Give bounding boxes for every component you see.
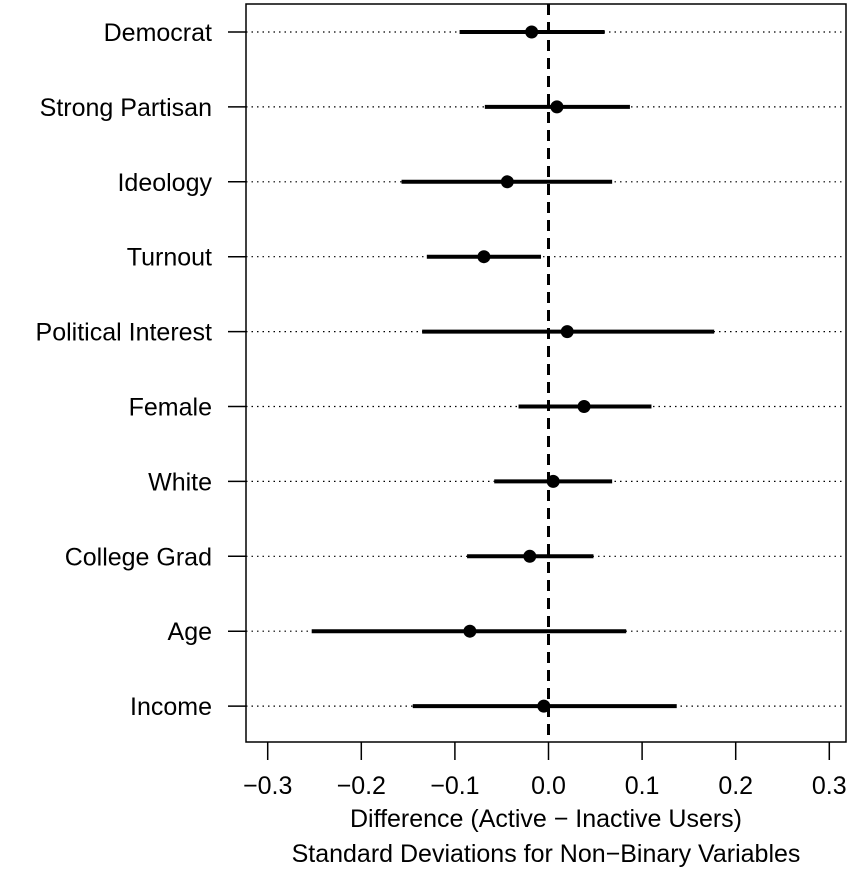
point-estimate — [537, 699, 551, 713]
x-tick-label: 0.1 — [625, 772, 660, 800]
category-label: Political Interest — [36, 319, 213, 347]
x-axis-sublabel: Standard Deviations for Non−Binary Varia… — [292, 840, 801, 868]
point-estimate — [560, 325, 574, 339]
category-label: Age — [168, 618, 212, 646]
plot-frame — [245, 3, 847, 743]
x-tick-label: −0.2 — [337, 772, 386, 800]
x-tick-label: −0.1 — [430, 772, 479, 800]
category-label: Democrat — [104, 19, 212, 47]
x-tick-label: −0.3 — [243, 772, 292, 800]
point-estimate — [550, 100, 564, 114]
y-axis: Democrat Strong Partisan Ideology Turnout Po… — [36, 19, 246, 721]
grid-lines — [246, 31, 846, 707]
point-estimates — [463, 25, 591, 713]
category-label: White — [148, 468, 212, 496]
category-label: Strong Partisan — [40, 94, 212, 122]
category-label: College Grad — [65, 543, 212, 571]
point-estimate — [523, 549, 537, 563]
x-tick-label: 0.2 — [718, 772, 753, 800]
point-estimate — [477, 250, 491, 264]
x-axis-label: Difference (Active − Inactive Users) — [350, 805, 742, 833]
point-estimate — [525, 25, 539, 39]
category-label: Turnout — [127, 244, 212, 272]
point-estimate — [546, 474, 560, 488]
x-axis: −0.3 −0.2 −0.1 0.0 0.1 0.2 0.3 — [243, 742, 847, 800]
point-estimate — [577, 400, 591, 413]
x-tick-label: 0.3 — [812, 772, 847, 800]
category-label: Ideology — [117, 169, 212, 197]
category-label: Female — [129, 394, 212, 422]
confidence-intervals — [311, 30, 715, 709]
point-estimate — [500, 175, 514, 189]
point-estimate — [463, 624, 477, 638]
x-tick-label: 0.0 — [531, 772, 566, 800]
category-label: Income — [130, 693, 212, 721]
